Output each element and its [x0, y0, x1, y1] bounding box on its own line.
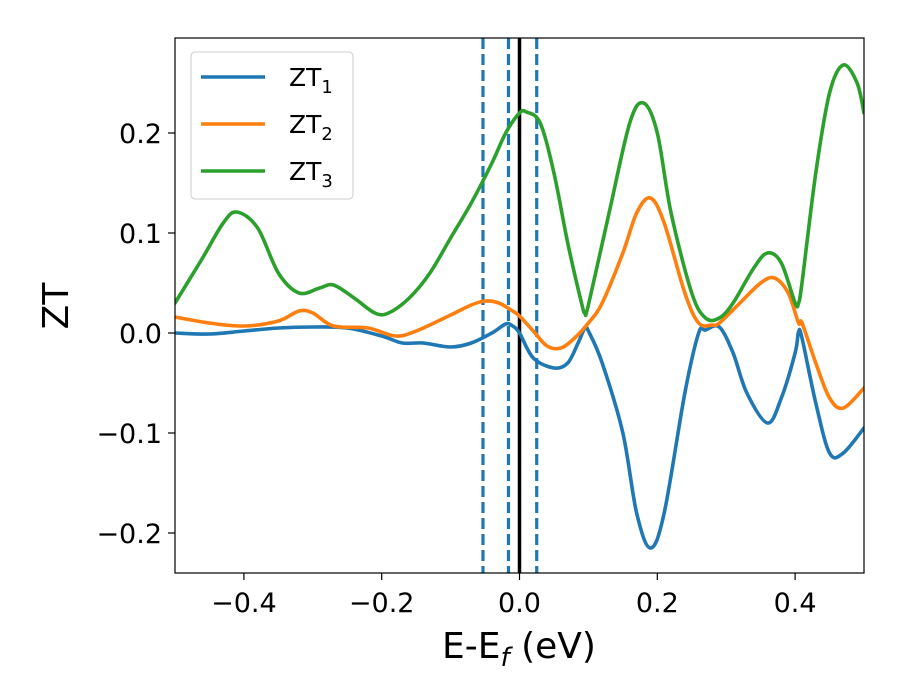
- legend-label-zt2: ZT2: [289, 110, 333, 145]
- x-axis-label: E-Ef (eV): [442, 626, 596, 673]
- legend: ZT1 ZT2 ZT3: [190, 51, 354, 200]
- y-tick-label: 0.2: [119, 119, 162, 150]
- x-tick-label: 0.0: [498, 588, 541, 619]
- x-tick-label: −0.2: [349, 588, 415, 619]
- y-tick-label: 0.0: [119, 319, 162, 350]
- x-tick-label: 0.4: [774, 588, 817, 619]
- x-axis-ticks: −0.4 −0.2 0.0 0.2 0.4: [211, 573, 817, 619]
- x-axis-label-main: E-E: [442, 626, 500, 667]
- x-tick-label: −0.4: [211, 588, 277, 619]
- x-axis-label-unit: (eV): [510, 626, 596, 667]
- legend-label-zt3: ZT3: [289, 157, 333, 192]
- y-axis-label: ZT: [36, 282, 77, 330]
- y-tick-label: −0.2: [96, 519, 162, 550]
- legend-label-zt1: ZT1: [289, 63, 333, 98]
- series-line-zt2: [175, 196, 864, 411]
- series-line-zt1: [175, 321, 864, 550]
- y-tick-label: 0.1: [119, 219, 162, 250]
- series-lines: [175, 63, 864, 550]
- x-tick-label: 0.2: [636, 588, 679, 619]
- legend-frame: [190, 51, 354, 200]
- series-line-zt3: [175, 63, 864, 323]
- y-tick-label: −0.1: [96, 419, 162, 450]
- y-axis-ticks: −0.2 −0.1 0.0 0.1 0.2: [96, 119, 175, 550]
